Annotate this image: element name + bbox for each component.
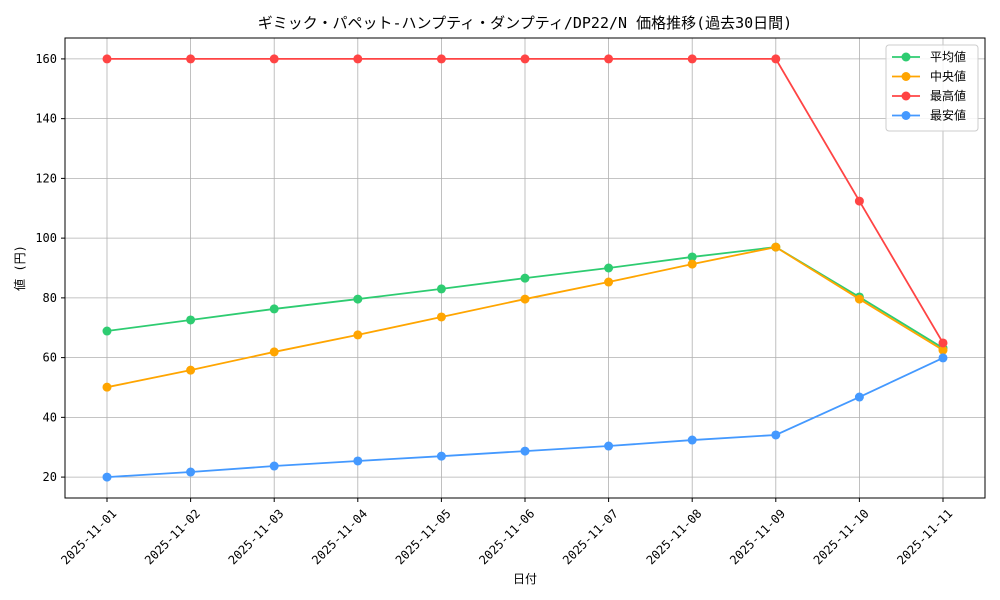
y-tick-label: 120 [35, 171, 57, 185]
data-point [604, 263, 614, 273]
data-point [771, 242, 781, 252]
legend-marker [901, 111, 911, 120]
legend-item: 最高値 [892, 88, 966, 103]
x-tick-label: 2025-11-01 [58, 506, 119, 567]
data-point [102, 326, 112, 336]
series-3 [102, 54, 948, 348]
data-point [102, 472, 112, 482]
y-tick-label: 60 [43, 351, 57, 365]
data-point [186, 467, 196, 477]
legend-marker [901, 52, 911, 62]
data-point [186, 315, 196, 325]
x-tick-label: 2025-11-02 [142, 506, 203, 567]
chart-title: ギミック・パペット-ハンプティ・ダンプティ/DP22/N 価格推移(過去30日間… [258, 14, 792, 32]
data-point [436, 284, 446, 294]
x-tick-label: 2025-11-10 [811, 506, 872, 567]
data-point [938, 345, 948, 355]
series-4 [102, 353, 948, 482]
data-point [269, 347, 279, 357]
data-point [353, 54, 363, 64]
data-point [771, 430, 781, 440]
data-point [854, 392, 864, 402]
data-point [269, 54, 279, 64]
legend-item: 最安値 [892, 108, 966, 123]
data-point [854, 294, 864, 304]
data-point [353, 456, 363, 466]
x-tick-label: 2025-11-09 [727, 506, 788, 567]
x-tick-label: 2025-11-06 [476, 506, 537, 567]
x-tick-label: 2025-11-04 [309, 506, 370, 567]
data-point [520, 446, 530, 456]
data-point [436, 54, 446, 64]
data-point [436, 451, 446, 461]
legend-marker [901, 91, 911, 101]
y-tick-label: 80 [43, 291, 57, 305]
y-tick-label: 40 [43, 410, 57, 424]
plot-frame [64, 37, 986, 499]
data-point [604, 441, 614, 451]
data-point [186, 54, 196, 64]
x-tick-label: 2025-11-08 [644, 506, 705, 567]
data-point [186, 365, 196, 375]
x-tick-label: 2025-11-11 [894, 506, 955, 567]
data-point [687, 252, 697, 262]
data-point [687, 259, 697, 269]
data-point [520, 54, 530, 64]
legend-label: 平均値 [930, 49, 966, 64]
legend-box [885, 44, 979, 132]
data-point [269, 461, 279, 471]
data-point [102, 382, 112, 392]
x-axis-label: 日付 [513, 572, 537, 586]
legend-marker [901, 72, 911, 81]
data-point [520, 294, 530, 304]
data-point [938, 353, 948, 363]
data-point [353, 330, 363, 340]
legend-label: 最安値 [930, 108, 966, 123]
y-tick-label: 140 [35, 112, 57, 126]
data-point [771, 54, 781, 64]
legend-item: 中央値 [892, 69, 966, 84]
data-point [854, 196, 864, 206]
y-tick-label: 160 [35, 52, 57, 66]
data-point [687, 54, 697, 64]
data-point [353, 294, 363, 304]
data-point [269, 304, 279, 314]
x-tick-label: 2025-11-07 [560, 506, 621, 567]
y-tick-label: 20 [43, 470, 57, 484]
data-point [938, 338, 948, 348]
x-tick-label: 2025-11-05 [393, 506, 454, 567]
data-point [102, 54, 112, 64]
data-point [436, 312, 446, 322]
y-axis-label: 値 (円) [12, 245, 27, 291]
data-point [604, 277, 614, 287]
y-tick-label: 100 [35, 231, 57, 245]
data-point [520, 273, 530, 283]
x-tick-label: 2025-11-03 [226, 506, 287, 567]
legend-item: 平均値 [892, 49, 966, 64]
legend-label: 中央値 [930, 69, 966, 84]
series-2 [102, 242, 948, 392]
legend-label: 最高値 [930, 88, 966, 103]
data-point [687, 435, 697, 445]
data-point [604, 54, 614, 64]
